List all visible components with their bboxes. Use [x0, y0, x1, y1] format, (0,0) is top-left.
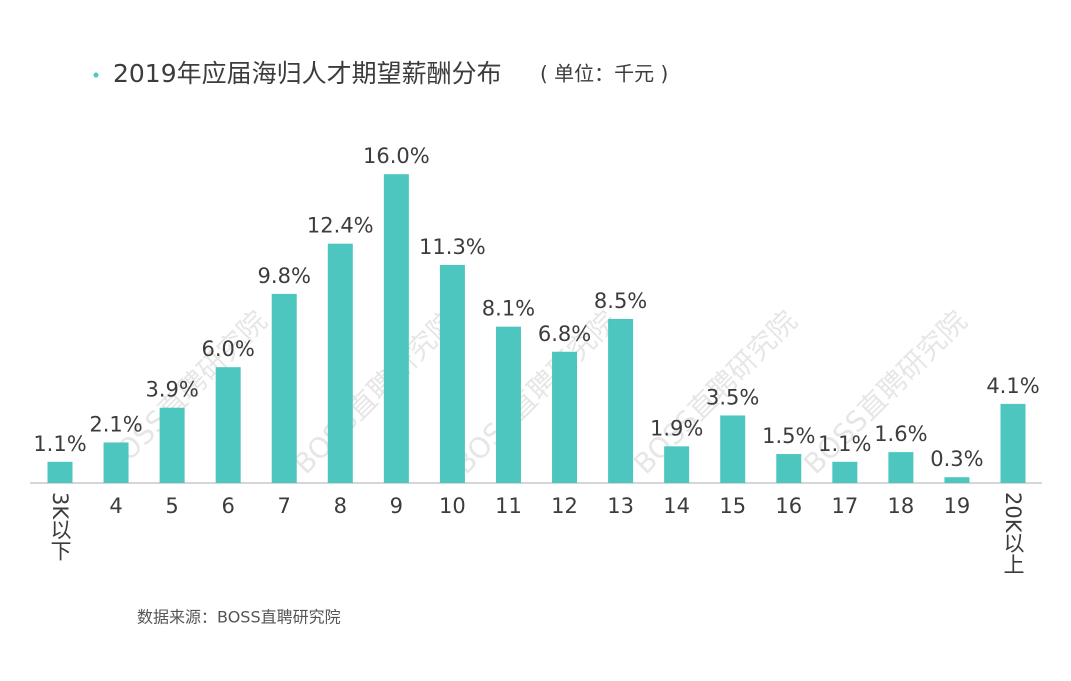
- watermark: BOSS直聘研究院: [287, 304, 463, 480]
- bar: [271, 293, 297, 483]
- x-tick-label: 19: [944, 494, 971, 518]
- value-label: 0.3%: [930, 447, 983, 471]
- bar: [47, 461, 73, 483]
- chart-subtitle: ( 单位：千元 ): [540, 62, 668, 86]
- x-tick-label: 4: [109, 494, 122, 518]
- x-tick-label: 18: [888, 494, 915, 518]
- x-tick-label: 20K以上: [1001, 492, 1025, 575]
- bar: [1000, 403, 1026, 483]
- value-label: 16.0%: [363, 144, 430, 168]
- x-tick-label: 12: [551, 494, 578, 518]
- value-label: 8.5%: [594, 289, 647, 313]
- value-label: 1.9%: [650, 416, 703, 440]
- value-label: 6.8%: [538, 322, 591, 346]
- value-label: 9.8%: [258, 264, 311, 288]
- bar: [888, 452, 914, 483]
- bar: [495, 326, 521, 483]
- x-tick-label: 6: [221, 494, 234, 518]
- bar: [664, 446, 690, 483]
- title-dot: [93, 72, 99, 78]
- x-tick-label: 11: [495, 494, 522, 518]
- value-label: 4.1%: [986, 374, 1039, 398]
- value-label: 1.5%: [762, 424, 815, 448]
- x-tick-label: 17: [831, 494, 858, 518]
- watermark: BOSS直聘研究院: [447, 304, 623, 480]
- x-tick-label: 14: [663, 494, 690, 518]
- value-label: 11.3%: [419, 235, 486, 259]
- bar: [215, 367, 241, 483]
- value-label: 6.0%: [201, 337, 254, 361]
- value-label: 3.5%: [706, 385, 759, 409]
- bar: [832, 461, 858, 483]
- bar: [327, 243, 353, 483]
- x-tick-label: 16: [775, 494, 802, 518]
- value-label: 2.1%: [89, 412, 142, 436]
- x-tick-label: 8: [334, 494, 347, 518]
- bar: [383, 174, 409, 483]
- value-label: 1.6%: [874, 422, 927, 446]
- value-label: 1.1%: [818, 432, 871, 456]
- value-label: 12.4%: [307, 214, 374, 238]
- x-tick-label: 15: [719, 494, 746, 518]
- x-tick-label: 7: [278, 494, 291, 518]
- bar: [159, 407, 185, 483]
- bar: [103, 442, 129, 483]
- x-tick-label: 13: [607, 494, 634, 518]
- value-label: 3.9%: [145, 378, 198, 402]
- source: 数据来源：BOSS直聘研究院: [137, 608, 341, 627]
- x-tick-label: 5: [165, 494, 178, 518]
- bar: [552, 351, 578, 483]
- x-tick-label: 10: [439, 494, 466, 518]
- bar: [944, 477, 970, 483]
- value-label: 8.1%: [482, 297, 535, 321]
- x-tick-label: 3K以下: [48, 492, 72, 562]
- value-label: 1.1%: [33, 432, 86, 456]
- bar: [608, 318, 634, 483]
- x-tick-label: 9: [390, 494, 403, 518]
- bar: [776, 454, 802, 483]
- bar: [720, 415, 746, 483]
- bar: [439, 264, 465, 483]
- chart-title: 2019年应届海归人才期望薪酬分布: [113, 59, 502, 88]
